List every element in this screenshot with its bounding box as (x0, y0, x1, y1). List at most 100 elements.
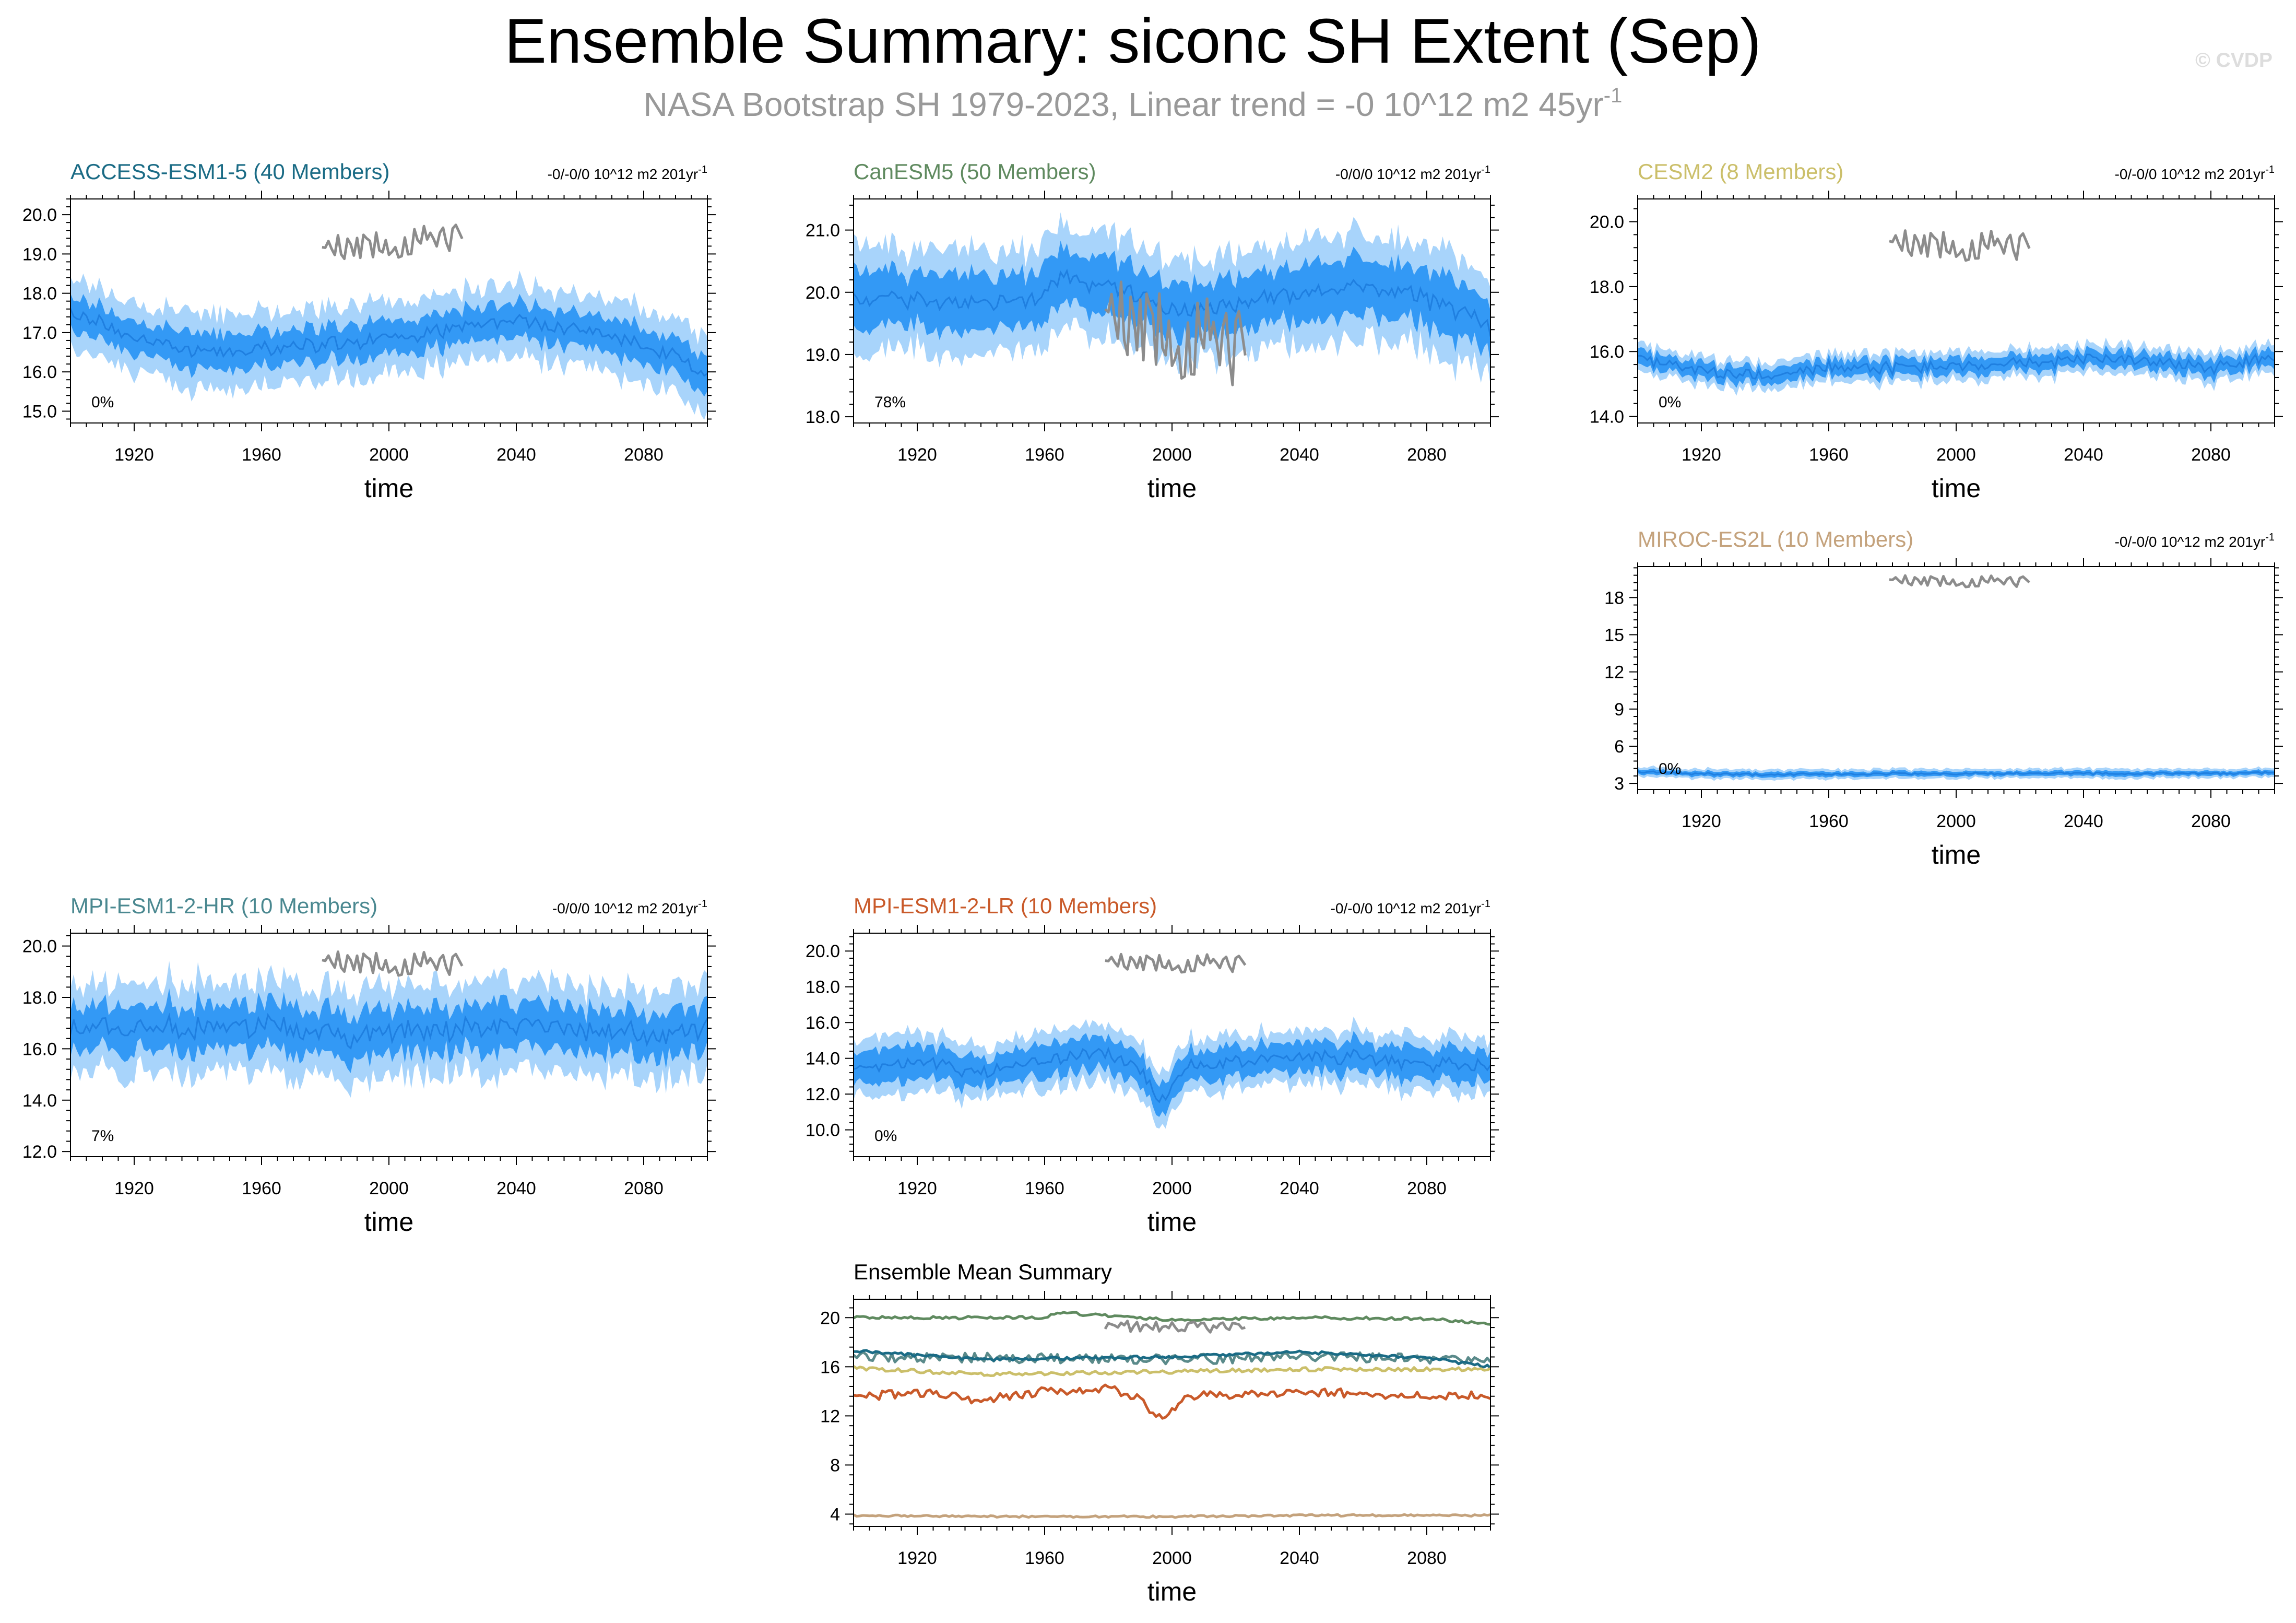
y-tick-label: 21.0 (806, 221, 840, 241)
panel-title-miroc: MIROC-ES2L (10 Members) (1638, 527, 1913, 551)
series-line-mpi-esm1-2-hr (854, 1350, 1490, 1366)
x-axis-label-summary: time (1147, 1577, 1197, 1606)
x-axis-label-miroc: time (1932, 840, 1981, 869)
plot-area-mpihr (70, 950, 707, 1098)
percent-label-mpilr: 0% (874, 1127, 897, 1145)
observation-line-canesm5 (1104, 280, 1247, 386)
ensemble-iqr-band-mpihr (70, 988, 707, 1073)
y-tick-label: 20.0 (806, 283, 840, 303)
x-axis-label-mpihr: time (364, 1207, 413, 1237)
panel-trend-label-canesm5: -0/0/0 10^12 m2 201yr-1 (1335, 164, 1490, 182)
panel-frame-summary (853, 1299, 1491, 1527)
x-tick-label: 2000 (1936, 812, 1976, 831)
x-tick-label: 2000 (369, 1179, 409, 1198)
panel-title-mpilr: MPI-ESM1-2-LR (10 Members) (854, 893, 1157, 918)
percent-label-cesm2: 0% (1659, 394, 1681, 411)
plot-area-cesm2 (1638, 229, 2275, 396)
x-tick-label: 2000 (1936, 445, 1976, 465)
panel-title-canesm5: CanESM5 (50 Members) (854, 159, 1096, 184)
x-tick-label: 1960 (242, 1179, 281, 1198)
x-tick-label: 2080 (2191, 445, 2231, 465)
y-tick-label: 14.0 (806, 1049, 840, 1069)
y-tick-label: 8 (830, 1455, 840, 1475)
series-line-canesm5 (854, 1311, 1490, 1326)
y-tick-label: 19.0 (22, 244, 57, 264)
y-tick-label: 14.0 (22, 1091, 57, 1111)
ensemble-mean-line-canesm5 (854, 268, 1490, 337)
x-tick-label: 2080 (1407, 445, 1447, 465)
observation-line-cesm2 (1889, 229, 2031, 262)
y-tick-label: 10.0 (806, 1121, 840, 1140)
ensemble-iqr-band-mpilr (854, 1031, 1490, 1117)
x-tick-label: 2040 (1280, 445, 1319, 465)
figure-subtitle: NASA Bootstrap SH 1979-2023, Linear tren… (644, 84, 1623, 123)
x-tick-label: 1920 (897, 445, 937, 465)
x-tick-label: 2080 (624, 445, 664, 465)
percent-label-canesm5: 78% (874, 394, 906, 411)
x-axis-label-cesm2: time (1932, 474, 1981, 503)
x-tick-label: 1920 (114, 1179, 154, 1198)
percent-label-access: 0% (91, 394, 114, 411)
ensemble-mean-line-cesm2 (1638, 353, 2275, 380)
x-tick-label: 2040 (2064, 445, 2103, 465)
plot-area-canesm5 (854, 212, 1490, 386)
panel-mpihr: MPI-ESM1-2-HR (10 Members) -0/0/0 10^12 m… (22, 893, 716, 1237)
x-tick-label: 2040 (496, 1179, 536, 1198)
y-tick-label: 12.0 (806, 1085, 840, 1104)
plot-area-miroc (1638, 574, 2275, 781)
x-tick-label: 2040 (1280, 1548, 1319, 1568)
ensemble-mean-line-mpihr (70, 1012, 707, 1050)
panel-miroc: MIROC-ES2L (10 Members) -0/-0/0 10^12 m2 … (1604, 527, 2283, 869)
ensemble-mean-line-miroc (1638, 770, 2275, 777)
panel-title-access: ACCESS-ESM1-5 (40 Members) (70, 159, 389, 184)
panel-title-mpihr: MPI-ESM1-2-HR (10 Members) (70, 893, 377, 918)
x-tick-label: 1920 (897, 1179, 937, 1198)
ensemble-iqr-band-access (70, 293, 707, 397)
x-axis-label-access: time (364, 474, 413, 503)
y-tick-label: 12 (820, 1406, 840, 1426)
x-tick-label: 2080 (2191, 812, 2231, 831)
y-tick-label: 16 (820, 1357, 840, 1377)
series-line-nasa-bootstrap (1104, 1320, 1246, 1334)
x-tick-label: 1960 (1809, 812, 1849, 831)
panel-canesm5: CanESM5 (50 Members) -0/0/0 10^12 m2 201y… (806, 159, 1499, 503)
x-tick-label: 1920 (897, 1548, 937, 1568)
y-tick-label: 19.0 (806, 345, 840, 365)
y-tick-label: 16.0 (22, 362, 57, 382)
x-tick-label: 2040 (2064, 812, 2103, 831)
y-tick-label: 6 (1614, 737, 1624, 757)
y-tick-label: 4 (830, 1504, 840, 1524)
x-tick-label: 2000 (1152, 1179, 1192, 1198)
observation-line-miroc (1889, 574, 2030, 589)
y-tick-label: 20 (820, 1308, 840, 1328)
ensemble-iqr-band-miroc (1638, 768, 2275, 778)
panel-access: ACCESS-ESM1-5 (40 Members) -0/-0/0 10^12 … (22, 159, 716, 503)
x-tick-label: 1960 (1025, 1548, 1064, 1568)
y-tick-label: 16.0 (806, 1013, 840, 1033)
y-tick-label: 18 (1604, 588, 1624, 608)
x-tick-label: 1960 (1025, 1179, 1064, 1198)
percent-label-mpihr: 7% (91, 1127, 114, 1145)
series-line-access-esm1-5 (854, 1349, 1490, 1369)
x-axis-label-mpilr: time (1147, 1207, 1197, 1237)
x-tick-label: 2000 (1152, 1548, 1192, 1568)
y-tick-label: 14.0 (1590, 407, 1624, 427)
x-tick-label: 2000 (369, 445, 409, 465)
x-tick-label: 1920 (1682, 812, 1721, 831)
x-tick-label: 1960 (1809, 445, 1849, 465)
observation-line-mpilr (1105, 952, 1247, 974)
copyright-label: © CVDP (2195, 49, 2273, 72)
x-tick-label: 2040 (1280, 1179, 1319, 1198)
x-tick-label: 1920 (1682, 445, 1721, 465)
x-tick-label: 1920 (114, 445, 154, 465)
x-tick-label: 1960 (1025, 445, 1064, 465)
series-line-mpi-esm1-2-lr (854, 1383, 1490, 1420)
x-tick-label: 2080 (1407, 1548, 1447, 1568)
panel-cesm2: CESM2 (8 Members) -0/-0/0 10^12 m2 201yr-… (1590, 159, 2283, 503)
y-tick-label: 18.0 (22, 988, 57, 1008)
panel-title-cesm2: CESM2 (8 Members) (1638, 159, 1843, 184)
x-tick-label: 2000 (1152, 445, 1192, 465)
series-line-miroc-es2l (854, 1513, 1490, 1519)
